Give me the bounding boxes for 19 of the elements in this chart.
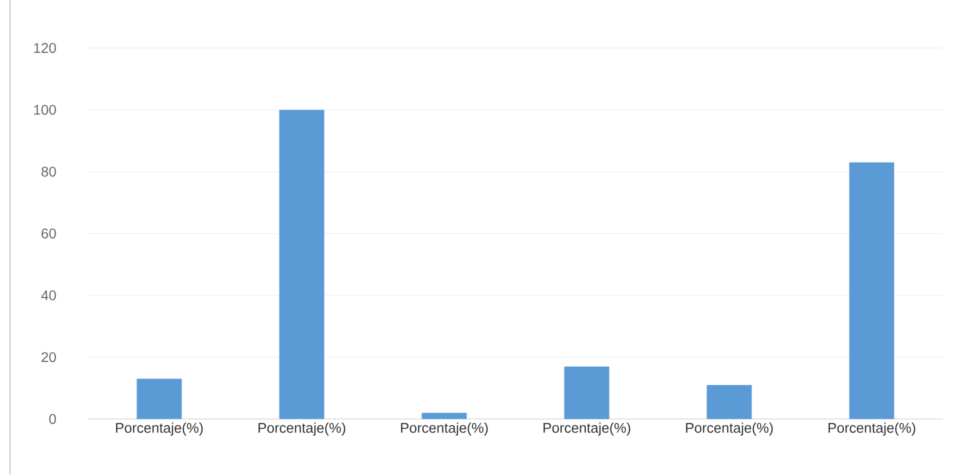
bar	[849, 162, 894, 419]
bar	[279, 110, 324, 419]
x-tick-label: Porcentaje(%)	[828, 422, 916, 436]
y-tick-label: 0	[49, 414, 56, 424]
bar	[422, 412, 467, 419]
y-tick-label: 80	[42, 166, 56, 177]
y-tick-label: 100	[34, 104, 56, 115]
y-tick-label: 120	[34, 43, 56, 53]
x-tick-label: Porcentaje(%)	[116, 422, 203, 436]
bar	[136, 378, 182, 419]
x-tick-label: Porcentaje(%)	[258, 422, 346, 436]
x-tick-label: Porcentaje(%)	[686, 422, 773, 436]
y-tick-label: 60	[42, 228, 56, 238]
x-tick-label: Porcentaje(%)	[401, 422, 488, 436]
y-tick-label: 40	[41, 290, 56, 300]
bar	[706, 384, 752, 419]
x-tick-label: Porcentaje(%)	[544, 422, 630, 436]
bar	[564, 366, 610, 419]
y-tick-label: 20	[42, 352, 56, 362]
